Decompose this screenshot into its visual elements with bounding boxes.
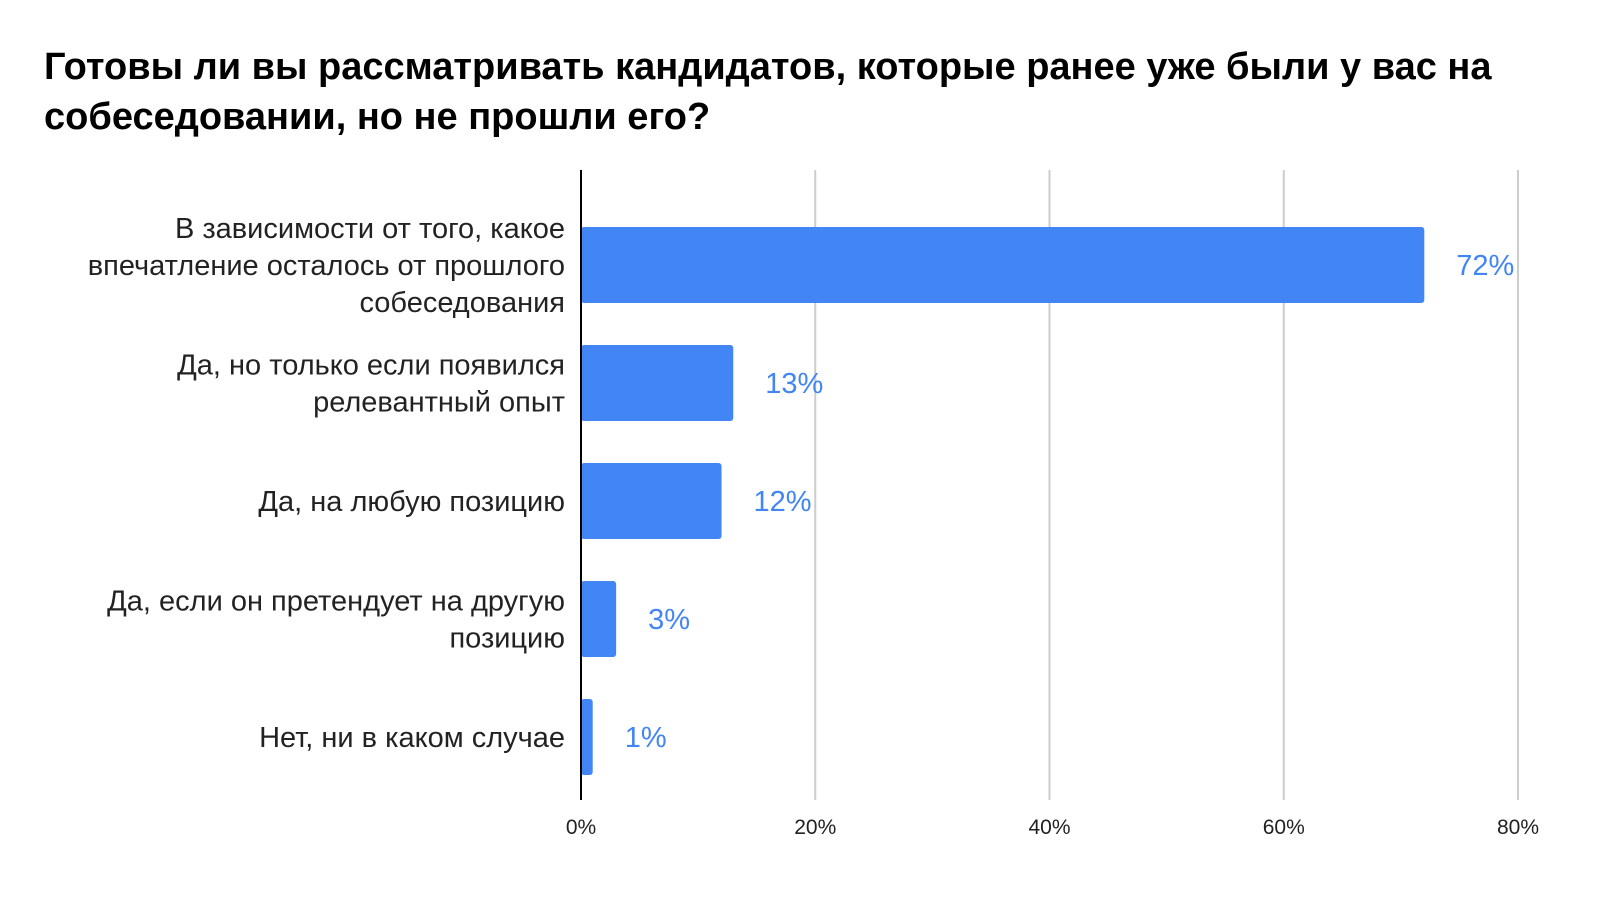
category-label: Да, если он претендует на другую xyxy=(107,586,565,618)
bar xyxy=(581,581,617,657)
bar xyxy=(581,227,1425,303)
x-tick-label: 0% xyxy=(566,816,596,839)
category-label: позицию xyxy=(449,623,565,655)
category-label: Да, на любую позицию xyxy=(258,486,565,518)
category-label: Да, но только если появился xyxy=(177,350,565,382)
data-labels: 72% 13% 12% 3% 1% xyxy=(625,250,1515,754)
data-label: 3% xyxy=(648,604,690,636)
data-label: 13% xyxy=(765,368,823,400)
category-label: собеседования xyxy=(359,287,565,319)
bar xyxy=(581,345,734,421)
category-labels: В зависимости от того, какое впечатление … xyxy=(88,213,565,754)
x-tick-label: 80% xyxy=(1497,816,1539,839)
category-label: впечатление осталось от прошлого xyxy=(88,250,565,282)
bars xyxy=(581,227,1425,775)
data-label: 1% xyxy=(625,722,667,754)
x-tick-labels: 0% 20% 40% 60% 80% xyxy=(566,816,1539,839)
data-label: 72% xyxy=(1456,250,1514,282)
x-tick-label: 20% xyxy=(794,816,836,839)
data-label: 12% xyxy=(754,486,812,518)
bar xyxy=(581,699,593,775)
category-label: Нет, ни в каком случае xyxy=(259,722,565,754)
category-label: В зависимости от того, какое xyxy=(175,213,565,245)
chart-title: Готовы ли вы рассматривать кандидатов, к… xyxy=(44,46,1492,138)
bar xyxy=(581,463,722,539)
x-tick-label: 60% xyxy=(1263,816,1305,839)
x-tick-label: 40% xyxy=(1028,816,1070,839)
category-label: релевантный опыт xyxy=(313,387,565,419)
